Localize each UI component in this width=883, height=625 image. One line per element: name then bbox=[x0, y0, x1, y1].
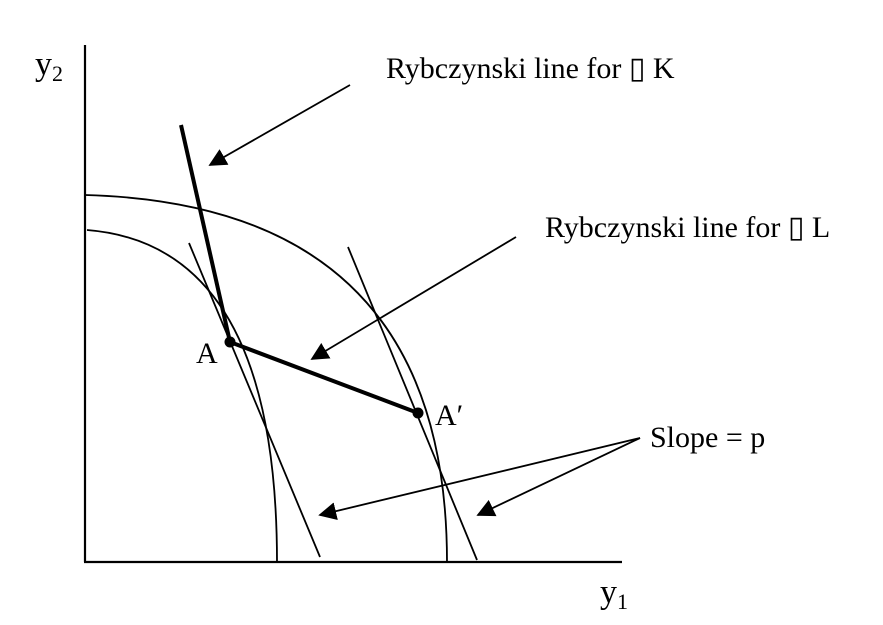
point-a-label: A bbox=[196, 337, 218, 370]
arrow-rybczynski-k bbox=[208, 84, 351, 166]
y1-axis-label-base: y bbox=[600, 574, 617, 611]
slope-label: Slope = p bbox=[650, 421, 765, 454]
arrow-rybczynski-l bbox=[310, 236, 517, 360]
rybczynski-line-k bbox=[179, 124, 232, 343]
point-a-prime-marker bbox=[412, 407, 424, 419]
arrow-slope-outer bbox=[476, 437, 641, 517]
y1-axis-label-sub: 1 bbox=[617, 589, 628, 614]
y2-axis-label-base: y bbox=[35, 46, 52, 83]
y2-axis-label: y2 bbox=[35, 46, 63, 86]
ppf-inner-curve bbox=[86, 229, 278, 563]
price-line-inner bbox=[188, 242, 321, 558]
y2-axis-label-sub: 2 bbox=[52, 61, 63, 86]
rybczynski-l-label: Rybczynski line for ▯ L bbox=[545, 211, 830, 244]
rybczynski-line-l bbox=[229, 340, 419, 415]
point-a-marker bbox=[224, 336, 236, 348]
point-a-prime-label: A′ bbox=[435, 399, 463, 432]
arrow-slope-inner bbox=[318, 437, 641, 520]
y1-axis-label: y1 bbox=[600, 574, 628, 614]
rybczynski-k-label: Rybczynski line for ▯ K bbox=[386, 52, 675, 85]
ppf-outer-curve bbox=[84, 194, 448, 563]
price-line-outer bbox=[347, 246, 478, 561]
